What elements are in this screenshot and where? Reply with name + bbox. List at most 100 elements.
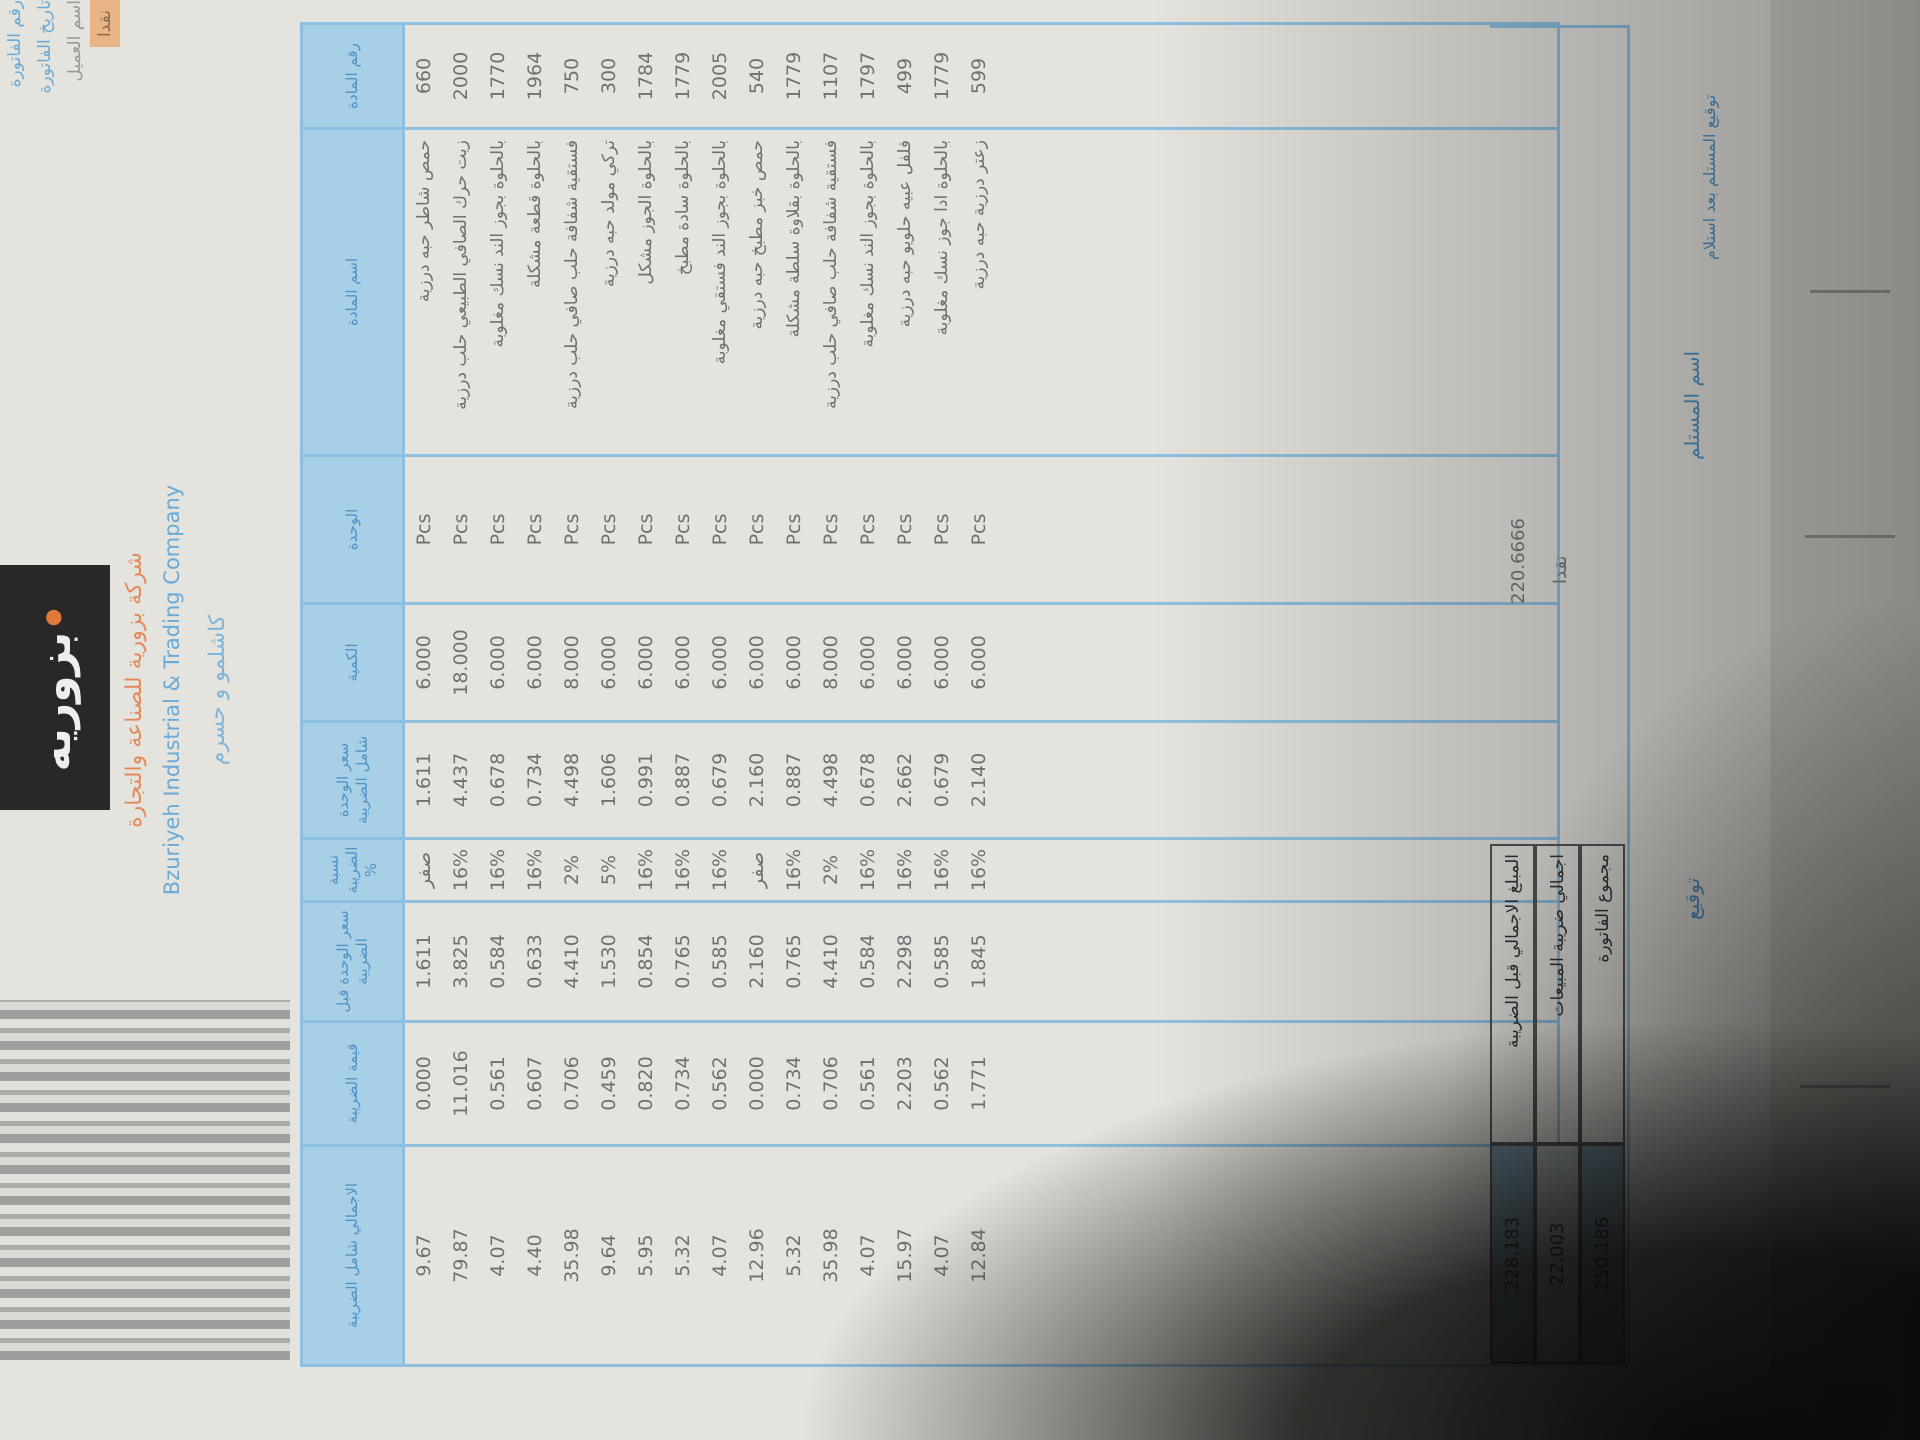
quantity: 6.000 <box>479 603 516 722</box>
company-logo: بزوريه • <box>0 565 110 810</box>
empty-cell <box>997 455 1559 604</box>
item-name: بالحلوة بجوز الند نسك مغلوبة <box>479 128 516 456</box>
unit-price-incl-tax: 0.678 <box>479 721 516 839</box>
unit-price-excl-tax: 4.410 <box>812 901 849 1022</box>
unit-price-incl-tax: 1.611 <box>403 721 442 839</box>
unit-price-incl-tax: 4.498 <box>812 721 849 839</box>
item-number: 540 <box>738 23 775 129</box>
item-name: زيت حرك الصافي الطبيعي حلب درزية <box>442 128 479 456</box>
subtotal-label: المبلغ الاجمالي قبل الضريبة <box>1490 844 1535 1144</box>
empty-cell <box>997 901 1559 1022</box>
table-row: 750 فستقية شفافة حلب صافي حلب درزية Pcs 8.0… <box>553 23 590 1366</box>
tax-rate: 2% <box>553 838 590 902</box>
line-total: 5.32 <box>664 1145 701 1366</box>
quantity: 6.000 <box>923 603 960 722</box>
unit: Pcs <box>553 455 590 604</box>
empty-rows <box>997 23 1559 1366</box>
tax-amount: 0.607 <box>516 1021 553 1146</box>
item-number: 1797 <box>849 23 886 129</box>
line-total: 35.98 <box>812 1145 849 1366</box>
tax-amount: 0.000 <box>403 1021 442 1146</box>
unit: Pcs <box>701 455 738 604</box>
unit-price-incl-tax: 2.160 <box>738 721 775 839</box>
line-total: 4.07 <box>923 1145 960 1366</box>
unit-price-excl-tax: 0.585 <box>701 901 738 1022</box>
middle-note: نقدا <box>1550 555 1571 584</box>
empty-cell <box>997 603 1559 722</box>
tax-amount: 2.203 <box>886 1021 923 1146</box>
column-header: الوحدة <box>301 455 404 604</box>
background-line <box>1800 1085 1890 1088</box>
qr-code <box>0 1000 290 1360</box>
info-line: اسم العميل <box>65 0 85 82</box>
info-line: رقم الفاتورة <box>5 0 25 88</box>
item-number: 1784 <box>627 23 664 129</box>
line-total: 15.97 <box>886 1145 923 1366</box>
tax-rate: 16% <box>442 838 479 902</box>
table-row: 1770 بالحلوة بجوز الند نسك مغلوبة Pcs 6.000… <box>479 23 516 1366</box>
tax-amount: 0.000 <box>738 1021 775 1146</box>
column-header: الاجمالي شامل الضريبة <box>301 1145 404 1366</box>
unit-price-excl-tax: 2.298 <box>886 901 923 1022</box>
tax-rate: 16% <box>886 838 923 902</box>
tax-rate: 2% <box>812 838 849 902</box>
column-header: نسبة الضريبة % <box>301 838 404 902</box>
item-number: 1964 <box>516 23 553 129</box>
tax-rate: 16% <box>627 838 664 902</box>
tax-rate: 16% <box>923 838 960 902</box>
line-total: 4.40 <box>516 1145 553 1366</box>
table-row: 540 حمص خبز مطبخ حبه درزية Pcs 6.000 2.160 صف… <box>738 23 775 1366</box>
item-name: بالحلوة بجوز الند نسك مغلوبة <box>849 128 886 456</box>
unit-price-incl-tax: 0.887 <box>664 721 701 839</box>
unit: Pcs <box>886 455 923 604</box>
item-number: 1107 <box>812 23 849 129</box>
total-row: مجموع الفاتورة 250.186 <box>1580 844 1625 1364</box>
tax-amount: 0.734 <box>775 1021 812 1146</box>
tax-rate: صفر <box>403 838 442 902</box>
unit: Pcs <box>738 455 775 604</box>
table-row: 660 حمص شاطر حبه درزية Pcs 6.000 1.611 صفر 1.6… <box>403 23 442 1366</box>
table-row: 1779 بالحلوة بقلاوة سلطة مشكلة Pcs 6.000 0.8… <box>775 23 812 1366</box>
quantity: 6.000 <box>775 603 812 722</box>
tax-row: اجمالي ضريبة المبيعات 22.003 <box>1535 844 1580 1364</box>
unit: Pcs <box>923 455 960 604</box>
tax-rate: 16% <box>775 838 812 902</box>
line-total: 79.87 <box>442 1145 479 1366</box>
company-name-ar: شركة بزورية للصناعة والتجارة <box>122 552 147 828</box>
item-number: 1770 <box>479 23 516 129</box>
invoice-document: بزوريه • شركة بزورية للصناعة والتجارة Bzu… <box>0 0 1770 1440</box>
column-header: رقم المادة <box>301 23 404 129</box>
tax-rate: 16% <box>516 838 553 902</box>
tax-amount: 0.820 <box>627 1021 664 1146</box>
unit-price-excl-tax: 2.160 <box>738 901 775 1022</box>
unit-price-incl-tax: 0.679 <box>701 721 738 839</box>
item-name: بالحلوة بجوز الند فستقي مغلوبة <box>701 128 738 456</box>
unit-price-incl-tax: 0.678 <box>849 721 886 839</box>
info-line: تاريخ الفاتورة <box>35 0 55 94</box>
quantity: 8.000 <box>553 603 590 722</box>
item-name: تركي مولد حبه درزية <box>590 128 627 456</box>
tax-amount: 0.706 <box>812 1021 849 1146</box>
quantity: 6.000 <box>590 603 627 722</box>
line-total: 4.07 <box>849 1145 886 1366</box>
item-number: 2000 <box>442 23 479 129</box>
unit-price-incl-tax: 0.991 <box>627 721 664 839</box>
table-row: 1779 بالحلوة سادة مطبخ Pcs 6.000 0.887 16% 0.7… <box>664 23 701 1366</box>
unit-price-incl-tax: 0.679 <box>923 721 960 839</box>
unit: Pcs <box>812 455 849 604</box>
unit-price-excl-tax: 1.845 <box>960 901 997 1022</box>
total-value: 250.186 <box>1580 1144 1625 1364</box>
unit-price-excl-tax: 0.633 <box>516 901 553 1022</box>
column-header: سعر الوحدة قبل الضريبة <box>301 901 404 1022</box>
logo-text: بزوريه <box>29 631 81 772</box>
column-header: قيمة الضريبة <box>301 1021 404 1146</box>
tax-amount: 0.706 <box>553 1021 590 1146</box>
total-label: مجموع الفاتورة <box>1580 844 1625 1144</box>
column-header: سعر الوحدة شامل الضريبة <box>301 721 404 839</box>
unit: Pcs <box>960 455 997 604</box>
unit-price-incl-tax: 4.498 <box>553 721 590 839</box>
quantity: 6.000 <box>664 603 701 722</box>
totals-section: المبلغ الاجمالي قبل الضريبة 228.183 اجما… <box>1490 25 1630 1367</box>
unit-price-incl-tax: 2.140 <box>960 721 997 839</box>
unit-price-incl-tax: 0.887 <box>775 721 812 839</box>
